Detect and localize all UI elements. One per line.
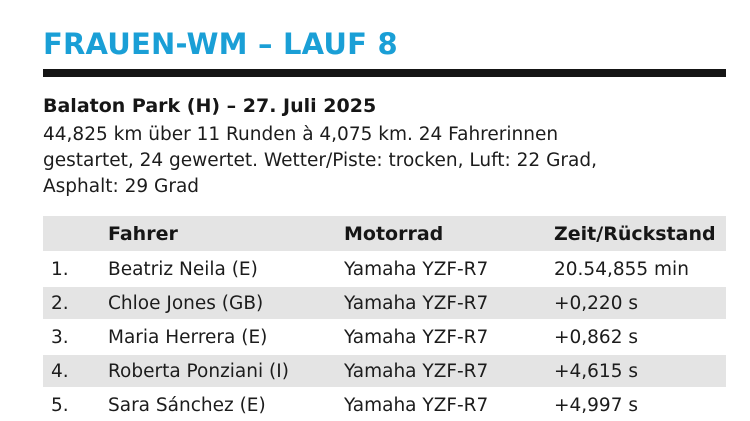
column-header-time: Zeit/Rückstand <box>554 222 716 245</box>
row-bike: Yamaha YZF-R7 <box>344 395 489 416</box>
table-row: 4. Roberta Ponziani (I) Yamaha YZF-R7 +4… <box>43 354 726 388</box>
row-bike: Yamaha YZF-R7 <box>344 258 489 280</box>
page-title: FRAUEN-WM – LAUF 8 <box>43 27 398 61</box>
row-position: 3. <box>51 326 69 348</box>
event-title: Balaton Park (H) – 27. Juli 2025 <box>43 95 377 117</box>
row-driver: Beatriz Neila (E) <box>108 258 258 280</box>
row-time: +0,862 s <box>554 326 638 348</box>
row-driver: Maria Herrera (E) <box>108 326 268 348</box>
row-time: 20.54,855 min <box>554 258 689 280</box>
row-bike: Yamaha YZF-R7 <box>344 360 489 382</box>
row-position: 1. <box>51 258 69 280</box>
row-driver: Roberta Ponziani (I) <box>108 360 289 382</box>
row-position: 2. <box>51 292 69 314</box>
results-header-row: Fahrer Motorrad Zeit/Rückstand <box>43 216 726 252</box>
row-driver: Chloe Jones (GB) <box>108 292 264 314</box>
row-position: 5. <box>51 395 69 416</box>
table-row: 3. Maria Herrera (E) Yamaha YZF-R7 +0,86… <box>43 320 726 354</box>
row-time: +0,220 s <box>554 292 638 314</box>
row-time: +4,997 s <box>554 395 638 416</box>
event-description-line: Asphalt: 29 Grad <box>43 176 200 197</box>
table-row: 5. Sara Sánchez (E) Yamaha YZF-R7 +4,997… <box>43 388 726 421</box>
table-row: 2. Chloe Jones (GB) Yamaha YZF-R7 +0,220… <box>43 286 726 320</box>
event-description: 44,825 km über 11 Runden à 4,075 km. 24 … <box>43 122 743 200</box>
column-header-driver: Fahrer <box>108 222 178 245</box>
event-description-line: gestartet, 24 gewertet. Wetter/Piste: tr… <box>43 150 597 171</box>
event-description-line: 44,825 km über 11 Runden à 4,075 km. 24 … <box>43 124 559 145</box>
column-header-bike: Motorrad <box>344 222 444 245</box>
row-time: +4,615 s <box>554 360 638 382</box>
row-position: 4. <box>51 360 69 382</box>
results-table: Fahrer Motorrad Zeit/Rückstand 1. Beatri… <box>43 216 726 421</box>
row-driver: Sara Sánchez (E) <box>108 395 266 416</box>
title-divider <box>43 69 726 77</box>
table-row: 1. Beatriz Neila (E) Yamaha YZF-R7 20.54… <box>43 252 726 286</box>
row-bike: Yamaha YZF-R7 <box>344 292 489 314</box>
column-header-position <box>43 216 108 252</box>
row-bike: Yamaha YZF-R7 <box>344 326 489 348</box>
